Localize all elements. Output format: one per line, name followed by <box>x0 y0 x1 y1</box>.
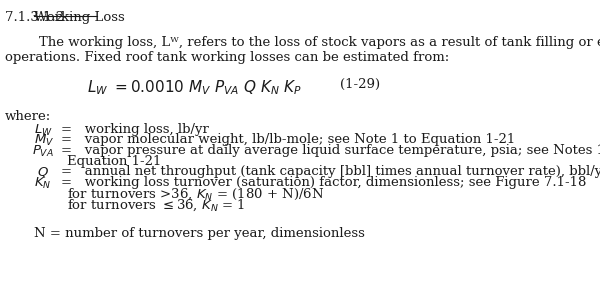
Text: N = number of turnovers per year, dimensionless: N = number of turnovers per year, dimens… <box>34 227 365 240</box>
Text: $P_{VA}$: $P_{VA}$ <box>32 144 55 159</box>
Text: $L_W\ =0.0010\ M_V\ P_{VA}\ Q\ K_N\ K_P$: $L_W\ =0.0010\ M_V\ P_{VA}\ Q\ K_N\ K_P$ <box>87 78 302 97</box>
Text: $L_W$: $L_W$ <box>34 123 53 138</box>
Text: for turnovers $\leq$36, $K_N$ = 1: for turnovers $\leq$36, $K_N$ = 1 <box>67 197 245 213</box>
Text: =   vapor molecular weight, lb/lb-mole; see Note 1 to Equation 1-21: = vapor molecular weight, lb/lb-mole; se… <box>61 133 515 146</box>
Text: The working loss, Lᵂ, refers to the loss of stock vapors as a result of tank fil: The working loss, Lᵂ, refers to the loss… <box>5 36 600 49</box>
Text: operations. Fixed roof tank working losses can be estimated from:: operations. Fixed roof tank working loss… <box>5 51 449 64</box>
Text: 7.1.3.1.2: 7.1.3.1.2 <box>5 11 73 24</box>
Text: Equation 1-21: Equation 1-21 <box>67 155 161 168</box>
Text: =   vapor pressure at daily average liquid surface temperature, psia; see Notes : = vapor pressure at daily average liquid… <box>61 144 600 157</box>
Text: $M_V$: $M_V$ <box>34 133 55 148</box>
Text: $K_N$: $K_N$ <box>34 176 52 191</box>
Text: =   working loss, lb/yr: = working loss, lb/yr <box>61 123 209 136</box>
Text: =   working loss turnover (saturation) factor, dimensionless; see Figure 7.1-18: = working loss turnover (saturation) fac… <box>61 176 587 189</box>
Text: (1-29): (1-29) <box>340 78 380 91</box>
Text: for turnovers >36, $K_N$ = (180 + N)/6N: for turnovers >36, $K_N$ = (180 + N)/6N <box>67 187 325 202</box>
Text: where:: where: <box>5 110 52 123</box>
Text: =   annual net throughput (tank capacity [bbl] times annual turnover rate), bbl/: = annual net throughput (tank capacity [… <box>61 165 600 178</box>
Text: $Q$: $Q$ <box>37 165 49 179</box>
Text: Working Loss: Working Loss <box>34 11 124 24</box>
